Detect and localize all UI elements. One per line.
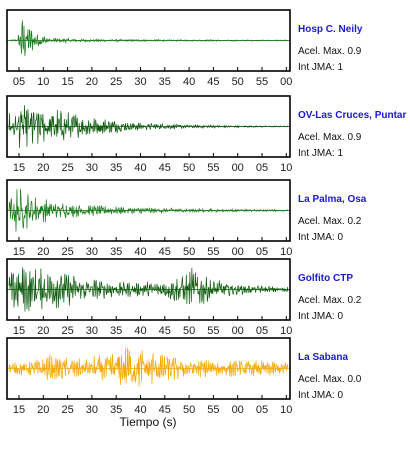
x-tick-label: 45 <box>159 404 171 416</box>
station-name-2: OV-Las Cruces, Puntar <box>298 110 406 121</box>
x-tick-label: 25 <box>61 246 73 258</box>
x-tick-label: 10 <box>37 76 49 88</box>
waveform-trace-5 <box>8 347 289 387</box>
x-tick-label: 00 <box>232 325 244 337</box>
int-jma-5: Int JMA: 0 <box>298 390 343 401</box>
acel-max-5: Acel. Max. 0.0 <box>298 374 362 385</box>
x-tick-label: 05 <box>256 404 268 416</box>
x-tick-label: 25 <box>61 325 73 337</box>
x-tick-label: 15 <box>13 246 25 258</box>
x-tick-label: 00 <box>232 404 244 416</box>
int-jma-4: Int JMA: 0 <box>298 311 343 322</box>
int-jma-2: Int JMA: 1 <box>298 148 343 159</box>
x-tick-label: 50 <box>183 325 195 337</box>
x-tick-label: 45 <box>159 325 171 337</box>
x-tick-label: 50 <box>183 246 195 258</box>
x-axis-label: Tiempo (s) <box>120 415 177 429</box>
x-tick-label: 05 <box>13 76 25 88</box>
x-tick-label: 15 <box>13 404 25 416</box>
x-tick-label: 40 <box>134 246 146 258</box>
x-tick-label: 55 <box>207 325 219 337</box>
acel-max-4: Acel. Max. 0.2 <box>298 295 362 306</box>
x-tick-label: 55 <box>256 76 268 88</box>
x-tick-label: 35 <box>110 325 122 337</box>
x-tick-label: 50 <box>183 162 195 174</box>
x-tick-label: 00 <box>232 162 244 174</box>
waveform-trace-4 <box>8 267 289 312</box>
x-tick-label: 40 <box>134 162 146 174</box>
x-tick-label: 10 <box>280 325 292 337</box>
x-tick-label: 40 <box>183 76 195 88</box>
panel-frame-3 <box>6 179 291 242</box>
x-tick-label: 00 <box>232 246 244 258</box>
x-tick-label: 20 <box>37 325 49 337</box>
int-jma-3: Int JMA: 0 <box>298 232 343 243</box>
x-tick-label: 25 <box>110 76 122 88</box>
acel-max-1: Acel. Max. 0.9 <box>298 46 362 57</box>
x-tick-label: 30 <box>86 404 98 416</box>
panel-frame-2 <box>6 95 291 158</box>
x-tick-label: 20 <box>86 76 98 88</box>
x-tick-label: 35 <box>110 404 122 416</box>
int-jma-1: Int JMA: 1 <box>298 62 343 73</box>
panel-frame-5 <box>6 337 291 400</box>
station-name-5: La Sabana <box>298 352 348 363</box>
x-tick-label: 45 <box>207 76 219 88</box>
x-tick-label: 15 <box>61 76 73 88</box>
x-tick-label: 10 <box>280 162 292 174</box>
station-name-3: La Palma, Osa <box>298 194 367 205</box>
x-tick-label: 10 <box>280 246 292 258</box>
seismogram-panels: 05 10 15 20 25 30 35 40 45 50 55 00 Hosp C. Neily Ace… <box>6 9 406 416</box>
x-tick-label: 45 <box>159 246 171 258</box>
x-tick-label: 40 <box>134 325 146 337</box>
x-tick-label: 55 <box>207 162 219 174</box>
x-tick-label: 15 <box>13 162 25 174</box>
acel-max-3: Acel. Max. 0.2 <box>298 216 362 227</box>
x-tick-label: 30 <box>86 246 98 258</box>
x-tick-label: 35 <box>110 246 122 258</box>
waveform-trace-1 <box>8 20 289 57</box>
x-tick-label: 05 <box>256 246 268 258</box>
x-tick-label: 50 <box>183 404 195 416</box>
x-tick-label: 00 <box>280 76 292 88</box>
panel-frame-1 <box>6 9 291 72</box>
x-tick-label: 15 <box>13 325 25 337</box>
x-tick-label: 10 <box>280 404 292 416</box>
x-tick-label: 05 <box>256 325 268 337</box>
x-tick-label: 50 <box>232 76 244 88</box>
x-tick-label: 20 <box>37 404 49 416</box>
x-tick-label: 30 <box>86 162 98 174</box>
x-tick-label: 30 <box>134 76 146 88</box>
panel-frame-4 <box>6 258 291 321</box>
station-name-1: Hosp C. Neily <box>298 24 363 35</box>
x-tick-label: 40 <box>134 404 146 416</box>
x-tick-label: 25 <box>61 162 73 174</box>
x-tick-label: 45 <box>159 162 171 174</box>
x-tick-label: 35 <box>159 76 171 88</box>
x-tick-label: 20 <box>37 246 49 258</box>
x-tick-label: 05 <box>256 162 268 174</box>
x-tick-label: 55 <box>207 246 219 258</box>
acel-max-2: Acel. Max. 0.9 <box>298 132 362 143</box>
x-tick-label: 20 <box>37 162 49 174</box>
x-tick-label: 55 <box>207 404 219 416</box>
x-tick-label: 25 <box>61 404 73 416</box>
station-name-4: Golfito CTP <box>298 273 353 284</box>
x-tick-label: 30 <box>86 325 98 337</box>
x-tick-label: 35 <box>110 162 122 174</box>
